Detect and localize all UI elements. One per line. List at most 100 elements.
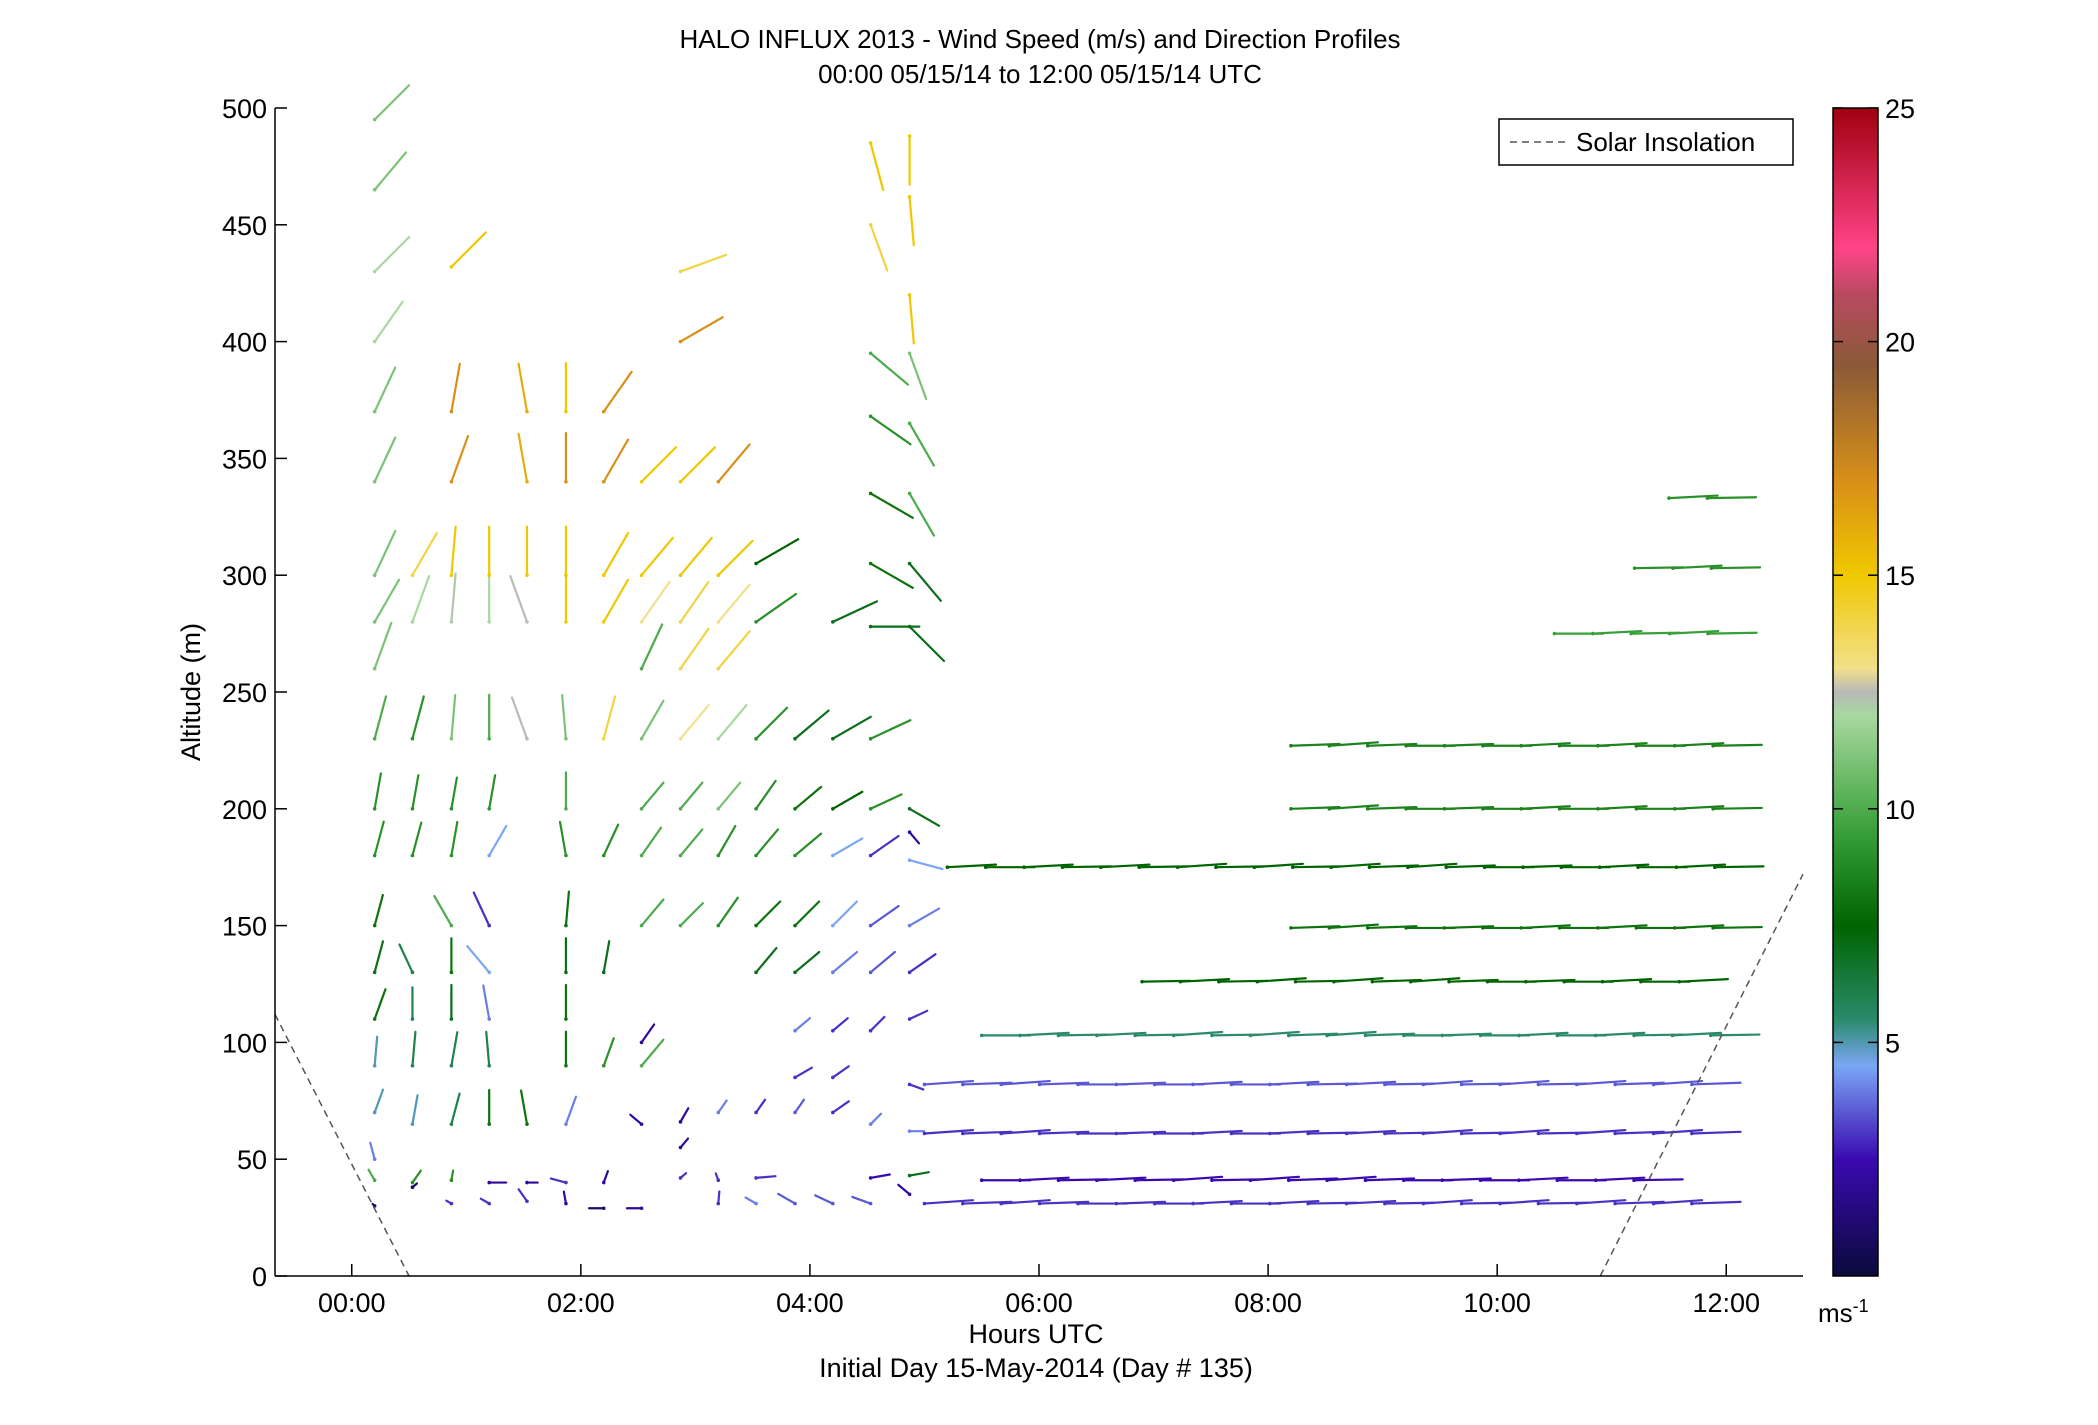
wind-barb-origin — [1133, 1178, 1138, 1183]
wind-barb — [1172, 1175, 1224, 1182]
wind-barb-origin — [999, 1082, 1004, 1087]
wind-barb — [1614, 1081, 1665, 1086]
wind-barb — [1038, 1130, 1090, 1135]
wind-barb — [754, 900, 782, 927]
wind-barb-origin — [1383, 1131, 1387, 1136]
wind-barb-origin — [831, 807, 835, 811]
wind-barb — [411, 531, 438, 577]
wind-barb-origin — [1252, 865, 1257, 869]
wind-barb — [517, 362, 529, 413]
wind-barb-origin — [907, 561, 912, 566]
wind-barb-origin — [678, 923, 683, 928]
wind-barb-origin — [639, 666, 644, 671]
wind-barb — [908, 953, 937, 974]
wind-barb — [602, 531, 630, 577]
wind-barb-origin — [907, 1082, 912, 1087]
wind-barb — [793, 785, 823, 810]
wind-barb-origin — [372, 1157, 377, 1161]
wind-barb — [1596, 924, 1648, 930]
wind-barb-origin — [831, 1201, 835, 1206]
wind-barb — [373, 695, 388, 740]
colorbar-tick-label: 5 — [1885, 1028, 1900, 1058]
wind-barb-origin — [1674, 865, 1679, 869]
wind-barb — [908, 352, 928, 401]
wind-barb — [373, 1035, 379, 1067]
wind-barb — [754, 1175, 777, 1179]
wind-barb-origin — [1459, 1131, 1464, 1136]
wind-barb-origin — [1517, 1033, 1521, 1038]
wind-barb — [367, 1168, 376, 1182]
wind-barb — [1690, 1200, 1742, 1205]
wind-barb — [869, 904, 900, 927]
wind-barb-origin — [564, 1063, 568, 1068]
wind-barb-origin — [1076, 1131, 1080, 1136]
wind-barb-origin — [678, 479, 683, 484]
wind-barb-origin — [1171, 1178, 1176, 1183]
wind-barb — [831, 900, 859, 927]
wind-barb-origin — [754, 970, 758, 975]
wind-barb-origin — [1365, 807, 1370, 811]
wind-barb — [1690, 1081, 1742, 1086]
wind-barb — [1614, 1130, 1665, 1135]
wind-barb — [640, 826, 663, 857]
y-tick-label: 400 — [222, 328, 267, 358]
wind-barb-origin — [1404, 807, 1408, 811]
wind-barb-origin — [1214, 865, 1218, 869]
wind-barb — [482, 984, 491, 1021]
wind-barb-origin — [868, 624, 873, 629]
wind-barb — [1601, 978, 1653, 983]
wind-barb — [1329, 862, 1381, 869]
wind-barb — [602, 695, 617, 740]
colorbar-tick-label: 10 — [1885, 795, 1915, 825]
wind-barb-origin — [487, 1180, 491, 1185]
wind-barb-origin — [372, 736, 377, 741]
wind-barb-origin — [1171, 1033, 1176, 1038]
wind-barb-origin — [1708, 1033, 1713, 1038]
wind-barb — [679, 781, 704, 810]
wind-barb — [908, 1009, 929, 1021]
wind-barb — [373, 436, 397, 483]
wind-barb-origin — [1670, 1033, 1675, 1038]
wind-barb-origin — [793, 853, 797, 858]
wind-barb — [1575, 1079, 1627, 1086]
wind-barb-origin — [449, 1178, 454, 1183]
wind-barb-origin — [1591, 631, 1595, 636]
wind-barb — [679, 446, 717, 483]
wind-barb-origin — [1286, 1033, 1291, 1038]
wind-barb — [640, 446, 678, 483]
wind-barb — [369, 1141, 376, 1161]
wind-barb — [1652, 1079, 1704, 1086]
wind-barb — [1575, 1129, 1627, 1135]
wind-barb-origin — [564, 573, 568, 577]
wind-barb-origin — [1639, 979, 1643, 984]
wind-barb-origin — [1290, 865, 1295, 869]
wind-barb — [1668, 629, 1720, 635]
wind-barb — [1517, 1176, 1569, 1182]
wind-barb — [509, 575, 529, 624]
wind-barb-origin — [372, 923, 377, 928]
wind-barb-origin — [564, 1122, 568, 1126]
wind-barb-origin — [678, 1145, 683, 1150]
wind-barb — [679, 1137, 690, 1149]
wind-barb-origin — [372, 1178, 377, 1183]
wind-barb — [946, 863, 998, 869]
wind-barb-origin — [449, 1201, 454, 1206]
wind-barb — [373, 820, 385, 857]
wind-barb-origin — [678, 666, 683, 671]
wind-barb — [754, 1098, 767, 1114]
wind-barb-origin — [754, 1176, 758, 1180]
wind-barb — [1289, 742, 1341, 747]
wind-barb — [450, 776, 458, 810]
wind-barb-origin — [372, 339, 377, 344]
wind-barb-origin — [868, 491, 873, 496]
wind-barb-origin — [564, 1180, 568, 1185]
wind-barb — [1172, 1030, 1224, 1037]
wind-barb-origin — [1099, 865, 1103, 869]
wind-barb-origin — [639, 620, 644, 624]
wind-barb-origin — [754, 807, 758, 811]
wind-barb — [1667, 494, 1719, 500]
wind-barb-origin — [1191, 1201, 1195, 1206]
wind-barb — [923, 1199, 975, 1205]
wind-barb — [640, 781, 665, 810]
wind-barb-origin — [1229, 1201, 1234, 1206]
